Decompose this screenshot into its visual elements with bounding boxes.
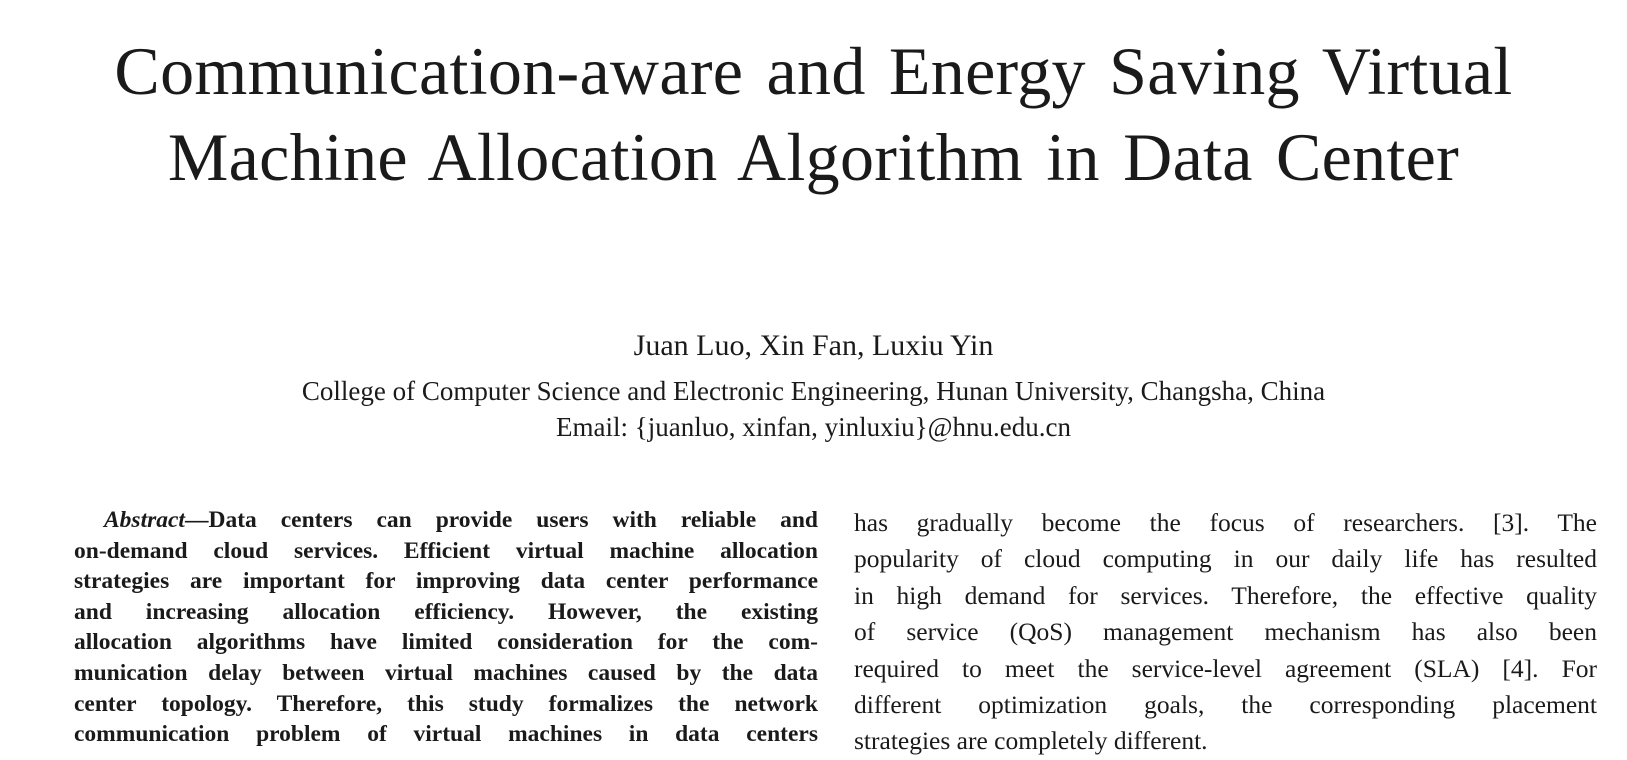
author-email: Email: {juanluo, xinfan, yinluxiu}@hnu.e… (556, 412, 1071, 442)
abstract-column: Abstract—Data centers can provide users … (74, 505, 818, 750)
abstract-line: on-demand cloud services. Efficient virt… (74, 537, 818, 564)
abstract-line: communication problem of virtual machine… (74, 721, 818, 748)
body-line: required to meet the service-level agree… (854, 653, 1597, 683)
abstract-line: allocation algorithms have limited consi… (74, 629, 818, 656)
title-line-2: Machine Allocation Algorithm in Data Cen… (167, 119, 1460, 195)
abstract-line: munication delay between virtual machine… (74, 659, 818, 686)
title-line-1: Communication-aware and Energy Saving Vi… (114, 33, 1513, 109)
body-line: has gradually become the focus of resear… (854, 508, 1597, 537)
abstract-line: Abstract—Data centers can provide users … (74, 505, 818, 536)
paper-title: Communication-aware and Energy Saving Vi… (60, 28, 1567, 200)
abstract-line: center topology. Therefore, this study f… (74, 690, 818, 717)
author-list: Juan Luo, Xin Fan, Luxiu Yin (633, 329, 994, 362)
body-column-right: has gradually become the focus of resear… (854, 505, 1597, 760)
body-line: strategies are completely different. (854, 726, 1208, 756)
abstract-line: strategies are important for improving d… (74, 568, 818, 595)
abstract-label: Abstract (104, 507, 185, 533)
abstract-line-text: —Data centers can provide users with rel… (184, 507, 818, 533)
affiliation: College of Computer Science and Electron… (301, 376, 1326, 406)
body-line: popularity of cloud computing in our dai… (854, 544, 1597, 574)
body-line: of service (QoS) management mechanism ha… (854, 617, 1597, 647)
abstract-line: and increasing allocation efficiency. Ho… (74, 598, 818, 625)
body-line: different optimization goals, the corres… (854, 690, 1597, 720)
body-line: in high demand for services. Therefore, … (854, 580, 1597, 610)
